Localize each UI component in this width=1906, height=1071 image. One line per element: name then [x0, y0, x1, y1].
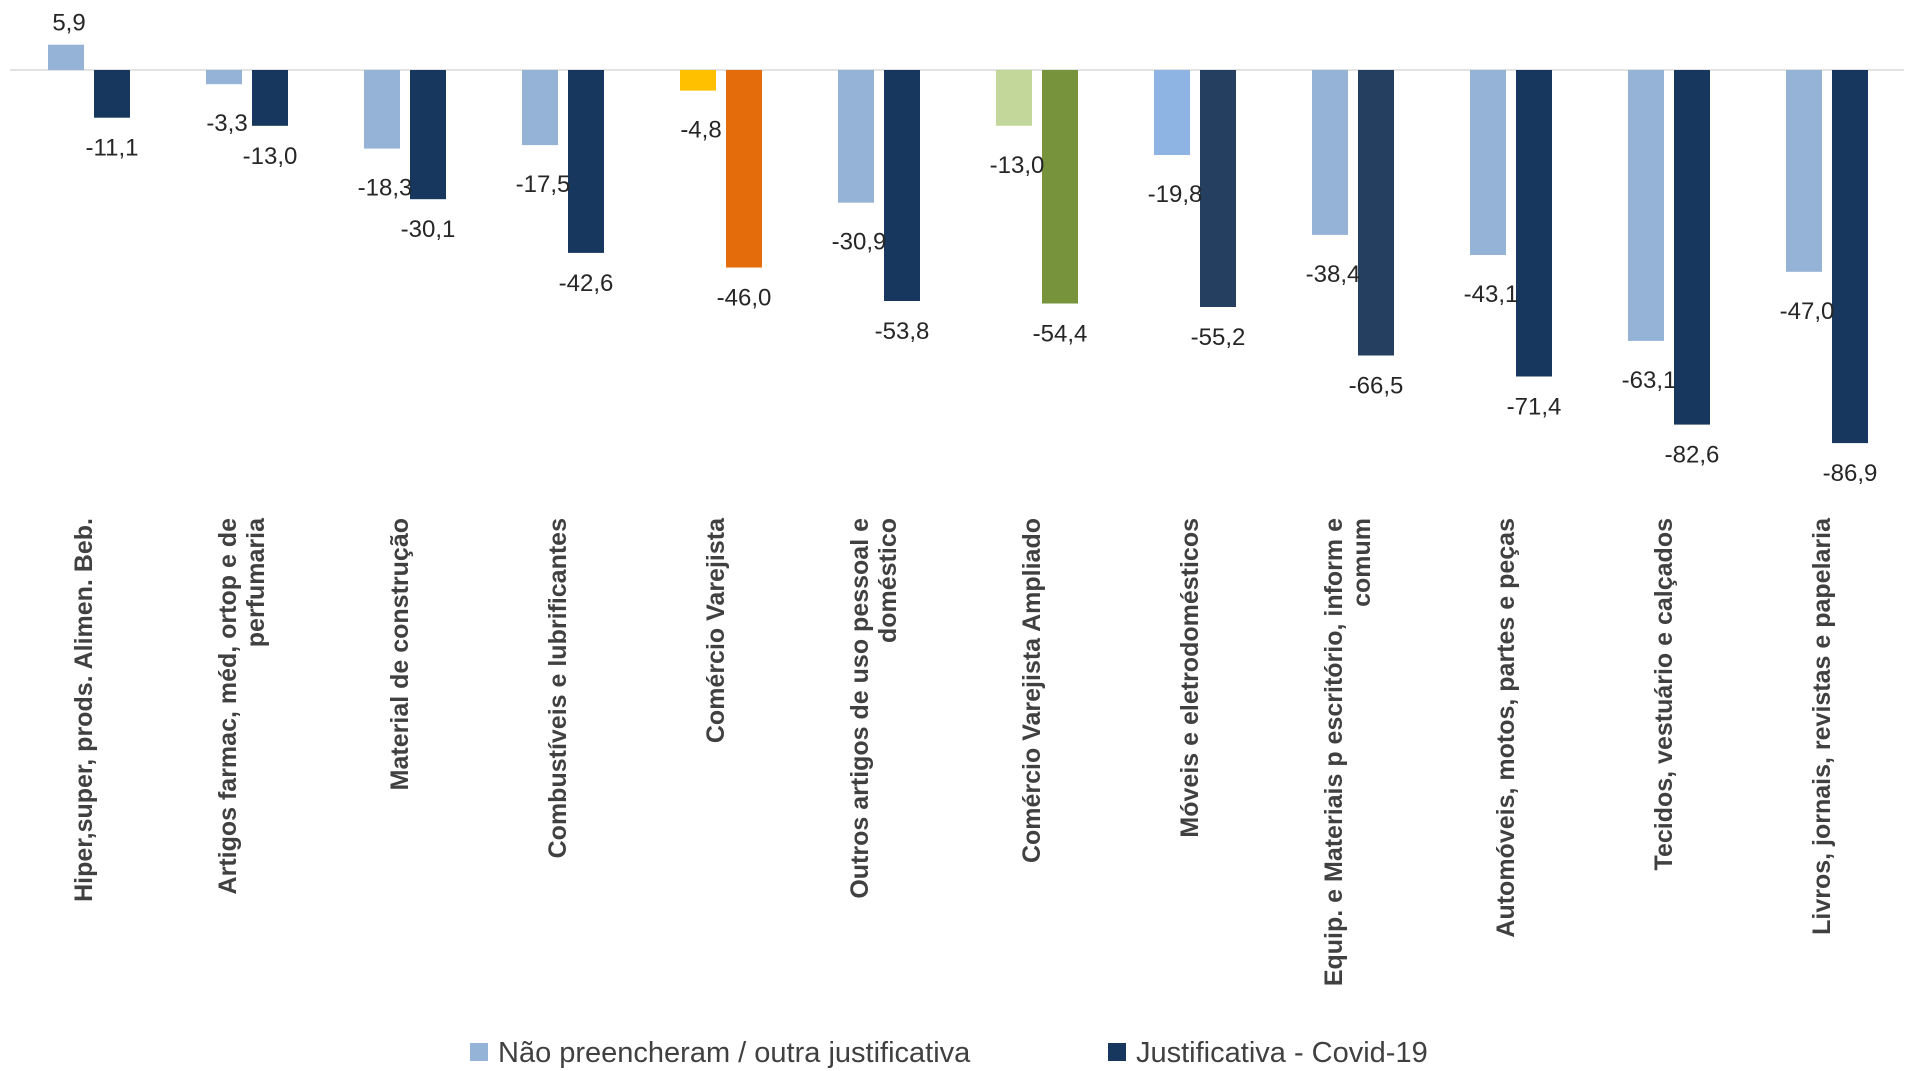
- data-label-series-1-cat-9: -38,4: [1306, 261, 1361, 288]
- data-label-series-1-cat-4: -17,5: [516, 171, 571, 198]
- category-label-9: Equip. e Materiais p escritório, inform …: [1320, 518, 1376, 986]
- bar-series-2-cat-5: [726, 70, 762, 268]
- legend-swatch-series-2: [1108, 1043, 1126, 1061]
- category-label-8: Móveis e eletrodomésticos: [1176, 518, 1204, 838]
- bar-series-1-cat-6: [838, 70, 874, 203]
- bar-series-1-cat-4: [522, 70, 558, 146]
- data-label-series-2-cat-1: -11,1: [86, 135, 139, 162]
- bar-series-1-cat-3: [364, 70, 400, 149]
- category-label-1: Hiper,super, prods. Alimen. Beb.: [70, 518, 98, 902]
- category-label-5: Comércio Varejista: [702, 517, 730, 743]
- data-label-series-1-cat-1: 5,9: [52, 10, 85, 37]
- data-label-series-2-cat-8: -55,2: [1191, 324, 1246, 351]
- bar-series-1-cat-5: [680, 70, 716, 91]
- category-label-11: Tecidos, vestuário e calçados: [1650, 518, 1678, 870]
- bar-series-2-cat-7: [1042, 70, 1078, 304]
- category-label-1-line-1: Hiper,super, prods. Alimen. Beb.: [70, 518, 98, 902]
- category-label-12: Livros, jornais, revistas e papelaria: [1808, 517, 1836, 935]
- category-label-3-line-1: Material de construção: [386, 518, 414, 790]
- bar-series-2-cat-1: [94, 70, 130, 118]
- category-label-7-line-1: Comércio Varejista Ampliado: [1018, 518, 1046, 863]
- data-label-series-1-cat-11: -63,1: [1622, 367, 1677, 394]
- value-labels-group: 5,9 -11,1 -3,3 -13,0 -18,3 -30,1 -17,5 -42,6 -4,…: [52, 10, 1877, 487]
- category-label-2-line-1: Artigos farmac, méd, ortop e de: [214, 518, 242, 895]
- data-label-series-1-cat-8: -19,8: [1148, 181, 1203, 208]
- data-label-series-2-cat-5: -46,0: [717, 285, 772, 312]
- bar-series-2-cat-9: [1358, 70, 1394, 356]
- legend: Não preencheram / outra justificativa Ju…: [470, 1037, 1428, 1069]
- bar-series-2-cat-8: [1200, 70, 1236, 307]
- bar-series-1-cat-2: [206, 70, 242, 85]
- bar-series-1-cat-1: [48, 44, 84, 70]
- category-label-3: Material de construção: [386, 518, 414, 790]
- bar-series-2-cat-6: [884, 70, 920, 301]
- data-label-series-2-cat-11: -82,6: [1665, 442, 1720, 469]
- data-label-series-2-cat-10: -71,4: [1507, 394, 1562, 421]
- category-label-8-line-1: Móveis e eletrodomésticos: [1176, 518, 1204, 838]
- category-label-9-line-1: Equip. e Materiais p escritório, inform …: [1320, 518, 1348, 986]
- bar-series-1-cat-11: [1628, 70, 1664, 341]
- category-label-6: Outros artigos de uso pessoal e doméstico: [846, 518, 902, 899]
- category-label-11-line-1: Tecidos, vestuário e calçados: [1650, 518, 1678, 870]
- bar-series-2-cat-3: [410, 70, 446, 200]
- data-label-series-2-cat-2: -13,0: [243, 143, 298, 170]
- data-label-series-2-cat-3: -30,1: [401, 216, 456, 243]
- category-label-7: Comércio Varejista Ampliado: [1018, 518, 1046, 863]
- bar-series-1-cat-9: [1312, 70, 1348, 235]
- data-label-series-1-cat-7: -13,0: [990, 152, 1045, 179]
- data-label-series-2-cat-12: -86,9: [1823, 460, 1878, 487]
- bar-series-1-cat-7: [996, 70, 1032, 126]
- bar-series-1-cat-10: [1470, 70, 1506, 255]
- category-label-4-line-1: Combustíveis e lubrificantes: [544, 518, 572, 858]
- bar-series-1-cat-8: [1154, 70, 1190, 155]
- data-label-series-1-cat-10: -43,1: [1464, 281, 1519, 308]
- data-label-series-1-cat-12: -47,0: [1780, 298, 1835, 325]
- bar-series-2-cat-2: [252, 70, 288, 126]
- category-label-5-line-1: Comércio Varejista: [702, 517, 730, 743]
- category-label-9-line-2: comum: [1348, 518, 1376, 607]
- bar-series-2-cat-12: [1832, 70, 1868, 444]
- data-label-series-2-cat-7: -54,4: [1033, 321, 1088, 348]
- data-label-series-1-cat-2: -3,3: [206, 110, 247, 137]
- category-label-2: Artigos farmac, méd, ortop e de perfumari…: [214, 517, 270, 895]
- category-label-10: Automóveis, motos, partes e peças: [1492, 518, 1520, 938]
- data-label-series-2-cat-4: -42,6: [559, 270, 614, 297]
- bar-series-2-cat-4: [568, 70, 604, 253]
- data-label-series-1-cat-6: -30,9: [832, 229, 887, 256]
- bar-series-1-cat-12: [1786, 70, 1822, 272]
- legend-label-series-1: Não preencheram / outra justificativa: [498, 1037, 971, 1069]
- category-label-12-line-1: Livros, jornais, revistas e papelaria: [1808, 517, 1836, 935]
- category-labels-group: Hiper,super, prods. Alimen. Beb. Artigos …: [70, 517, 1836, 986]
- legend-label-series-2: Justificativa - Covid-19: [1136, 1037, 1428, 1069]
- category-label-4: Combustíveis e lubrificantes: [544, 518, 572, 858]
- bars-group: [48, 44, 1868, 444]
- category-label-6-line-1: Outros artigos de uso pessoal e: [846, 518, 874, 899]
- bar-series-2-cat-11: [1674, 70, 1710, 425]
- category-label-6-line-2: doméstico: [874, 518, 902, 643]
- category-label-2-line-2: perfumaria: [242, 517, 270, 647]
- data-label-series-1-cat-5: -4,8: [680, 117, 721, 144]
- bar-series-2-cat-10: [1516, 70, 1552, 377]
- category-label-10-line-1: Automóveis, motos, partes e peças: [1492, 518, 1520, 938]
- legend-swatch-series-1: [470, 1043, 488, 1061]
- data-label-series-2-cat-6: -53,8: [875, 318, 930, 345]
- data-label-series-1-cat-3: -18,3: [358, 175, 413, 202]
- data-label-series-2-cat-9: -66,5: [1349, 373, 1404, 400]
